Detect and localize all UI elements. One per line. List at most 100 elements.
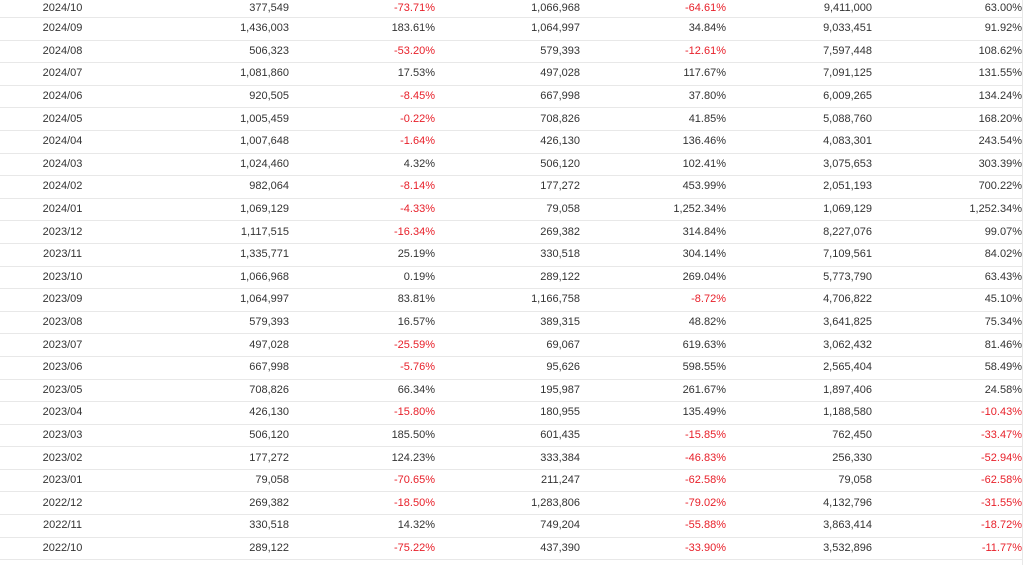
- cell-percent-2: 598.55%: [580, 356, 726, 380]
- cell-percent-3: 45.10%: [872, 288, 1022, 312]
- cell-percent-1: 4.32%: [289, 153, 435, 177]
- cell-percent-3: 84.02%: [872, 243, 1022, 267]
- cell-period: 2024/01: [0, 198, 125, 222]
- cell-period: 2023/08: [0, 311, 125, 335]
- cell-period: 2024/02: [0, 175, 125, 199]
- cell-percent-3: 24.58%: [872, 379, 1022, 403]
- cell-percent-1: -8.14%: [289, 175, 435, 199]
- cell-value-2: 389,315: [435, 311, 580, 335]
- cell-percent-1: -5.76%: [289, 356, 435, 380]
- cell-value-1: 1,005,459: [125, 107, 289, 131]
- cell-value-1: 1,064,997: [125, 288, 289, 312]
- cell-value-3: 79,058: [726, 469, 872, 493]
- cell-value-1: 1,024,460: [125, 153, 289, 177]
- table-row: 2022/11 330,518 14.32% 749,204 -55.88% 3,863,…: [0, 514, 1022, 538]
- cell-percent-2: 619.63%: [580, 333, 726, 357]
- cell-period: 2024/04: [0, 130, 125, 154]
- cell-percent-1: -0.22%: [289, 107, 435, 131]
- cell-value-2: 749,204: [435, 514, 580, 538]
- table-row: 2023/04 426,130 -15.80% 180,955 135.49% 1,188…: [0, 401, 1022, 425]
- cell-percent-3: 58.49%: [872, 356, 1022, 380]
- table-row: 2024/03 1,024,460 4.32% 506,120 102.41% 3,075…: [0, 153, 1022, 177]
- table-row: 2023/08 579,393 16.57% 389,315 48.82% 3,641,8…: [0, 311, 1022, 335]
- cell-percent-3: 81.46%: [872, 333, 1022, 357]
- cell-percent-1: -73.71%: [289, 0, 435, 18]
- cell-value-3: 7,091,125: [726, 62, 872, 86]
- cell-percent-3: -52.94%: [872, 446, 1022, 470]
- table-row: 2024/04 1,007,648 -1.64% 426,130 136.46% 4,08…: [0, 130, 1022, 154]
- cell-percent-1: 66.34%: [289, 379, 435, 403]
- cell-value-1: 1,069,129: [125, 198, 289, 222]
- cell-value-2: 289,122: [435, 266, 580, 290]
- cell-period: 2022/10: [0, 537, 125, 561]
- cell-value-2: 1,066,968: [435, 0, 580, 18]
- cell-value-1: 1,335,771: [125, 243, 289, 267]
- cell-percent-3: 108.62%: [872, 40, 1022, 64]
- cell-percent-3: -62.58%: [872, 469, 1022, 493]
- cell-percent-3: 131.55%: [872, 62, 1022, 86]
- cell-percent-3: -11.77%: [872, 537, 1022, 561]
- cell-value-1: 1,007,648: [125, 130, 289, 154]
- cell-period: 2023/09: [0, 288, 125, 312]
- cell-percent-1: -53.20%: [289, 40, 435, 64]
- cell-value-3: 8,227,076: [726, 220, 872, 244]
- cell-value-1: 426,130: [125, 401, 289, 425]
- cell-value-2: 497,028: [435, 62, 580, 86]
- cell-period: 2024/03: [0, 153, 125, 177]
- cell-percent-2: 34.84%: [580, 17, 726, 41]
- cell-value-2: 579,393: [435, 40, 580, 64]
- cell-period: 2023/10: [0, 266, 125, 290]
- table-row: 2022/12 269,382 -18.50% 1,283,806 -79.02% 4,1…: [0, 491, 1022, 516]
- cell-percent-2: 314.84%: [580, 220, 726, 244]
- cell-period: 2024/10: [0, 0, 125, 18]
- table-row: 2023/06 667,998 -5.76% 95,626 598.55% 2,565,4…: [0, 356, 1022, 380]
- cell-percent-2: 41.85%: [580, 107, 726, 131]
- cell-value-2: 667,998: [435, 85, 580, 109]
- cell-percent-2: 135.49%: [580, 401, 726, 425]
- cell-percent-1: -8.45%: [289, 85, 435, 109]
- table-row: 2024/10 377,549 -73.71% 1,066,968 -64.61% 9,4…: [0, 0, 1022, 18]
- cell-percent-1: 16.57%: [289, 311, 435, 335]
- cell-period: 2024/08: [0, 40, 125, 64]
- cell-value-1: 982,064: [125, 175, 289, 199]
- cell-value-3: 9,033,451: [726, 17, 872, 41]
- cell-value-3: 4,132,796: [726, 491, 872, 516]
- table-row: 2024/02 982,064 -8.14% 177,272 453.99% 2,051,…: [0, 175, 1022, 199]
- cell-value-3: 256,330: [726, 446, 872, 470]
- cell-value-1: 667,998: [125, 356, 289, 380]
- cell-percent-2: 453.99%: [580, 175, 726, 199]
- cell-period: 2024/06: [0, 85, 125, 109]
- cell-value-1: 708,826: [125, 379, 289, 403]
- cell-value-3: 2,051,193: [726, 175, 872, 199]
- cell-value-1: 377,549: [125, 0, 289, 18]
- cell-percent-3: 91.92%: [872, 17, 1022, 41]
- cell-percent-2: 37.80%: [580, 85, 726, 109]
- cell-period: 2023/03: [0, 424, 125, 448]
- cell-percent-3: 243.54%: [872, 130, 1022, 154]
- cell-percent-3: -33.47%: [872, 424, 1022, 448]
- cell-value-2: 211,247: [435, 469, 580, 493]
- cell-period: 2024/07: [0, 62, 125, 86]
- cell-value-3: 3,641,825: [726, 311, 872, 335]
- cell-percent-3: -31.55%: [872, 491, 1022, 516]
- cell-percent-1: -15.80%: [289, 401, 435, 425]
- cell-percent-1: -75.22%: [289, 537, 435, 561]
- table-right-border: [1022, 0, 1023, 565]
- cell-percent-1: 17.53%: [289, 62, 435, 86]
- cell-value-3: 3,532,896: [726, 537, 872, 561]
- cell-percent-2: -55.88%: [580, 514, 726, 538]
- table-row: 2024/06 920,505 -8.45% 667,998 37.80% 6,009,2…: [0, 85, 1022, 109]
- cell-percent-2: -79.02%: [580, 491, 726, 516]
- cell-value-1: 1,066,968: [125, 266, 289, 290]
- table-row: 2022/10 289,122 -75.22% 437,390 -33.90% 3,532…: [0, 537, 1022, 561]
- cell-value-2: 601,435: [435, 424, 580, 448]
- cell-value-3: 5,088,760: [726, 107, 872, 131]
- cell-value-2: 437,390: [435, 537, 580, 561]
- cell-value-3: 7,109,561: [726, 243, 872, 267]
- cell-percent-2: 304.14%: [580, 243, 726, 267]
- cell-value-3: 3,863,414: [726, 514, 872, 538]
- table-row: 2023/09 1,064,997 83.81% 1,166,758 -8.72% 4,7…: [0, 288, 1022, 312]
- cell-percent-2: 117.67%: [580, 62, 726, 86]
- cell-percent-2: -46.83%: [580, 446, 726, 470]
